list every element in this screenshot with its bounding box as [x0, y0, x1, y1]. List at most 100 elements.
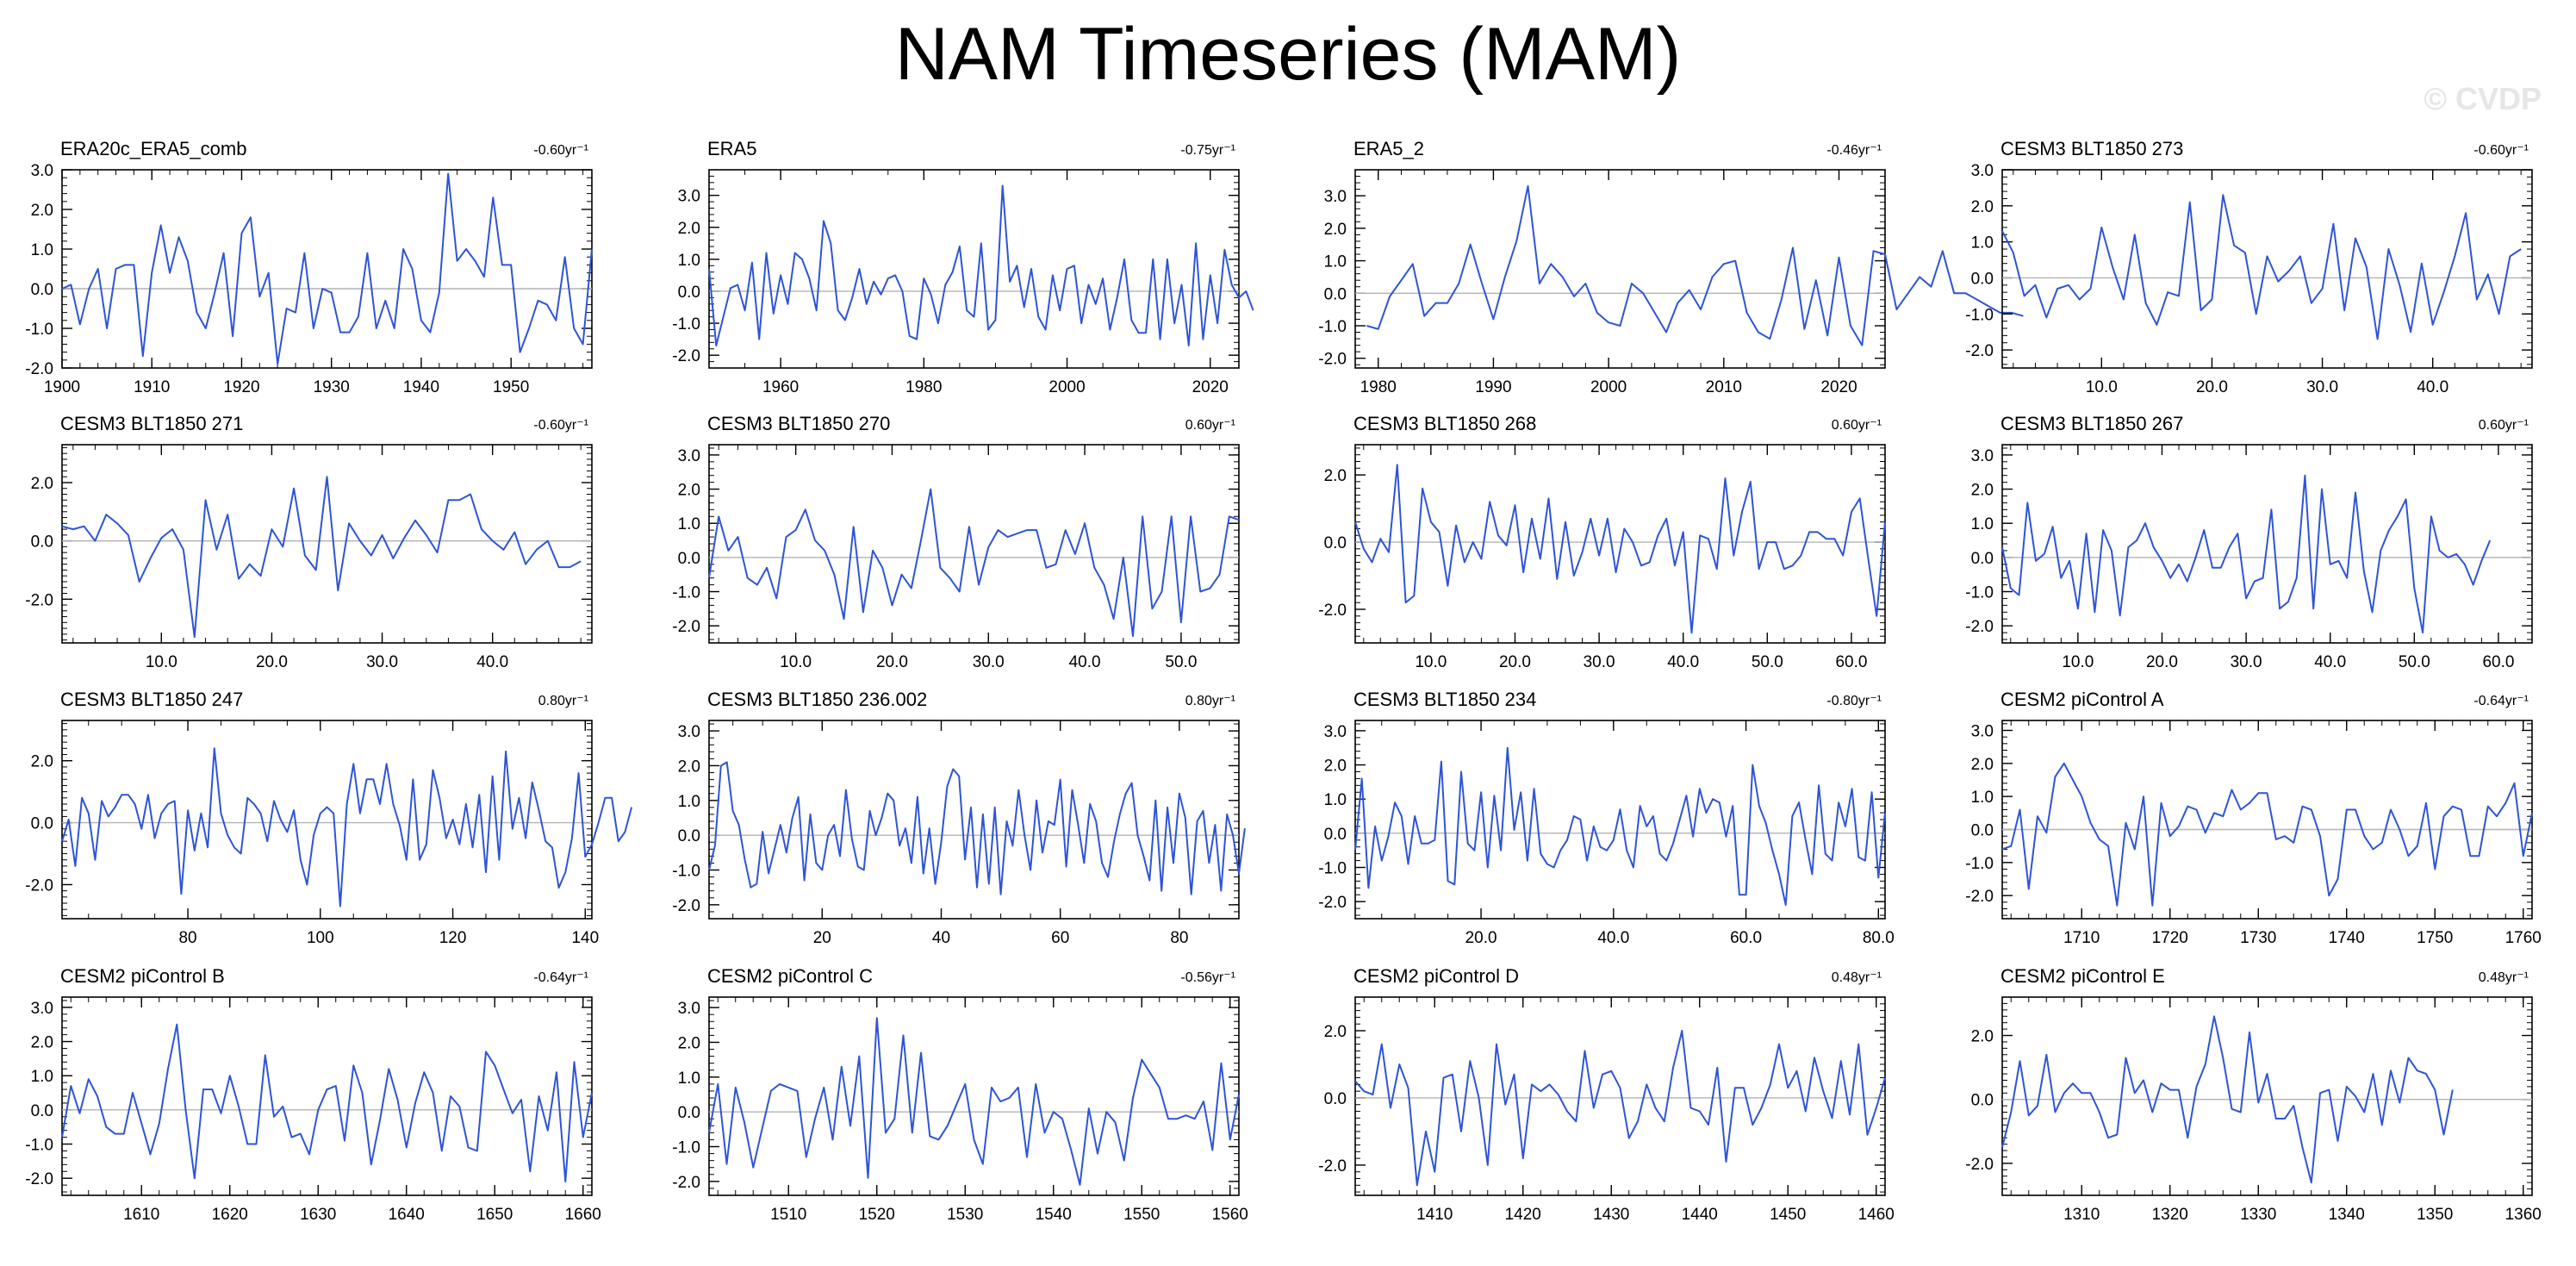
- panel-9: CESM3 BLT1850 236.002 0.80yr⁻¹ 20 40 60 80 -2.…: [672, 689, 1246, 947]
- y-tick-label: -2.0: [1965, 618, 1994, 636]
- panel-frame: [708, 444, 1240, 644]
- nam-series-line: [61, 747, 633, 907]
- panel-frame: [708, 996, 1240, 1196]
- panel-0: ERA20c_ERA5_comb -0.60yr⁻¹ 1900 1910 1920 193…: [25, 138, 593, 396]
- panel-frame: [1354, 444, 1886, 644]
- chart-title: NAM Timeseries (MAM): [894, 13, 1682, 96]
- x-tick-label: 1450: [1770, 1206, 1806, 1224]
- y-tick-label: 2.0: [1971, 1028, 1994, 1046]
- x-tick-label: 1610: [123, 1206, 159, 1224]
- panel-trend: -0.75yr⁻¹: [1180, 143, 1235, 158]
- x-tick-label: 10.0: [2062, 653, 2094, 671]
- y-tick-label: -2.0: [1965, 342, 1994, 360]
- x-tick-label: 30.0: [2231, 653, 2262, 671]
- nam-series-line: [708, 488, 1240, 638]
- x-tick-label: 1430: [1593, 1206, 1629, 1224]
- x-tick-label: 10.0: [146, 653, 177, 671]
- x-tick-label: 20.0: [256, 653, 288, 671]
- panel-13: CESM2 piControl C -0.56yr⁻¹ 1510 1520 1530 15…: [672, 965, 1248, 1224]
- x-tick-label: 1950: [493, 378, 529, 396]
- x-tick-label: 1440: [1682, 1206, 1718, 1224]
- panel-title: ERA20c_ERA5_comb: [60, 138, 246, 159]
- panel-trend: -0.60yr⁻¹: [533, 143, 588, 158]
- x-tick-label: 30.0: [2306, 378, 2338, 396]
- x-tick-label: 20.0: [876, 653, 908, 671]
- nam-series-line: [61, 1023, 593, 1183]
- y-tick-label: 3.0: [678, 1000, 700, 1018]
- x-tick-label: 20.0: [1499, 653, 1531, 671]
- x-tick-label: 2020: [1192, 378, 1229, 396]
- x-tick-label: 1560: [1212, 1206, 1248, 1224]
- panel-trend: 0.60yr⁻¹: [1832, 418, 1882, 433]
- x-tick-label: 40.0: [2314, 653, 2346, 671]
- x-tick-label: 1730: [2240, 929, 2276, 947]
- nam-series-line: [61, 476, 582, 639]
- x-tick-label: 1410: [1416, 1206, 1453, 1224]
- x-tick-label: 1720: [2152, 929, 2188, 947]
- cvdp-watermark: © CVDP: [2424, 81, 2542, 116]
- x-tick-label: 40.0: [1069, 653, 1101, 671]
- y-tick-label: 0.0: [1971, 1092, 1994, 1110]
- x-tick-label: 80: [1170, 929, 1188, 947]
- panel-trend: -0.56yr⁻¹: [1180, 970, 1235, 985]
- x-tick-label: 1740: [2329, 929, 2365, 947]
- y-tick-label: -1.0: [1965, 855, 1994, 873]
- x-tick-label: 80.0: [1863, 929, 1895, 947]
- x-tick-label: 1760: [2505, 929, 2542, 947]
- y-tick-label: 1.0: [1971, 789, 1994, 807]
- panel-title: ERA5_2: [1353, 138, 1424, 159]
- y-tick-label: -2.0: [25, 591, 53, 609]
- y-tick-label: 0.0: [1324, 285, 1347, 303]
- y-tick-label: 2.0: [1324, 1023, 1347, 1041]
- y-tick-label: 2.0: [678, 482, 700, 500]
- y-tick-label: 3.0: [1324, 723, 1347, 741]
- panel-12: CESM2 piControl B -0.64yr⁻¹ 1610 1620 1630 16…: [25, 965, 601, 1224]
- x-tick-label: 120: [439, 929, 467, 947]
- y-tick-label: 2.0: [678, 220, 700, 238]
- y-tick-label: -2.0: [1965, 888, 1994, 906]
- x-tick-label: 1340: [2329, 1206, 2365, 1224]
- panel-title: CESM3 BLT1850 268: [1353, 413, 1536, 434]
- y-tick-label: -2.0: [1318, 1157, 1347, 1176]
- panel-3: CESM3 BLT1850 273 -0.60yr⁻¹ 10.0 20.0 30.0 40…: [1965, 138, 2533, 396]
- y-tick-label: -2.0: [1965, 1156, 1994, 1174]
- y-tick-label: 3.0: [31, 1000, 53, 1018]
- y-tick-label: -1.0: [672, 1139, 700, 1157]
- y-tick-label: -1.0: [1965, 306, 1994, 324]
- y-tick-label: 3.0: [1971, 723, 1994, 741]
- panel-trend: 0.60yr⁻¹: [1185, 418, 1235, 433]
- y-tick-label: 1.0: [31, 241, 53, 259]
- y-tick-label: -1.0: [1965, 584, 1994, 602]
- panel-frame: [61, 444, 593, 644]
- x-tick-label: 1420: [1505, 1206, 1541, 1224]
- nam-series-line: [1366, 184, 2024, 346]
- y-tick-label: 0.0: [1971, 550, 1994, 568]
- x-tick-label: 1650: [476, 1206, 513, 1224]
- panel-title: CESM3 BLT1850 247: [60, 689, 243, 710]
- y-tick-label: 2.0: [31, 202, 53, 220]
- y-tick-label: 0.0: [678, 550, 700, 568]
- y-tick-label: 1.0: [678, 252, 700, 270]
- x-tick-label: 1630: [300, 1206, 336, 1224]
- x-tick-label: 60.0: [2482, 653, 2514, 671]
- y-tick-label: 0.0: [31, 815, 53, 833]
- x-tick-label: 2020: [1820, 378, 1857, 396]
- x-tick-label: 50.0: [1165, 653, 1197, 671]
- nam-series-line: [708, 761, 1246, 895]
- x-tick-label: 40: [932, 929, 950, 947]
- y-tick-label: 0.0: [1324, 534, 1347, 552]
- y-tick-label: 0.0: [1971, 270, 1994, 288]
- panel-1: ERA5 -0.75yr⁻¹ 1960 1980 2000 2020 -2.0 -1.0 0.0…: [672, 138, 1254, 396]
- x-tick-label: 1900: [44, 378, 80, 396]
- panel-title: CESM3 BLT1850 273: [2000, 138, 2183, 159]
- panel-title: ERA5: [707, 138, 756, 159]
- x-tick-label: 10.0: [1415, 653, 1447, 671]
- x-tick-label: 10.0: [780, 653, 812, 671]
- y-tick-label: 0.0: [678, 827, 700, 845]
- y-tick-label: 1.0: [1324, 253, 1347, 271]
- y-tick-label: -2.0: [25, 1170, 53, 1188]
- panel-frame: [2001, 720, 2533, 920]
- x-tick-label: 1980: [905, 378, 942, 396]
- x-tick-label: 20: [813, 929, 831, 947]
- y-tick-label: 3.0: [678, 723, 700, 741]
